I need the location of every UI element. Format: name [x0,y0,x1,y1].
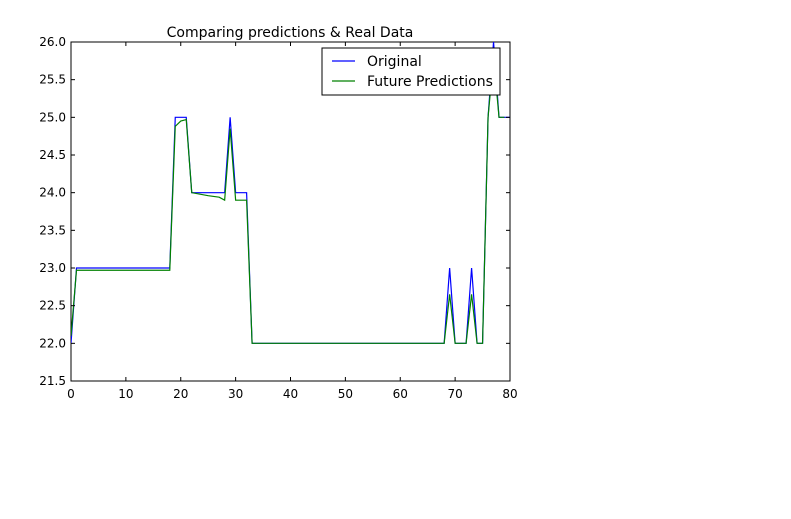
y-tick-label: 23.5 [39,223,66,237]
y-tick-label: 23.0 [39,261,66,275]
y-tick-label: 24.0 [39,186,66,200]
y-tick-label: 25.5 [39,73,66,87]
legend-box [321,47,501,96]
axis-ticks: 0 10 20 30 40 50 60 70 80 21.5 22.0 22.5 23.0 23.5 24.… [39,35,517,401]
legend-label-original: Original [367,54,422,70]
legend: Original Future Predictions [321,47,501,96]
y-tick-label: 22.0 [39,336,66,350]
x-tick-label: 60 [393,387,408,401]
legend-label-future-predictions: Future Predictions [367,74,493,90]
chart-title: Comparing predictions & Real Data [167,25,414,41]
x-tick-label: 20 [173,387,188,401]
x-tick-label: 0 [67,387,75,401]
x-tick-label: 50 [338,387,353,401]
x-tick-label: 70 [447,387,462,401]
plot-area [70,41,511,382]
y-tick-label: 26.0 [39,35,66,49]
y-tick-label: 22.5 [39,299,66,313]
series-line-future-predictions [71,57,505,344]
series-layer [71,42,510,344]
plot-frame [70,41,511,382]
x-tick-label: 30 [228,387,243,401]
x-tick-label: 80 [502,387,517,401]
y-tick-label: 25.0 [39,110,66,124]
y-tick-label: 21.5 [39,374,66,388]
x-tick-label: 10 [118,387,133,401]
x-tick-label: 40 [283,387,298,401]
y-tick-label: 24.5 [39,148,66,162]
